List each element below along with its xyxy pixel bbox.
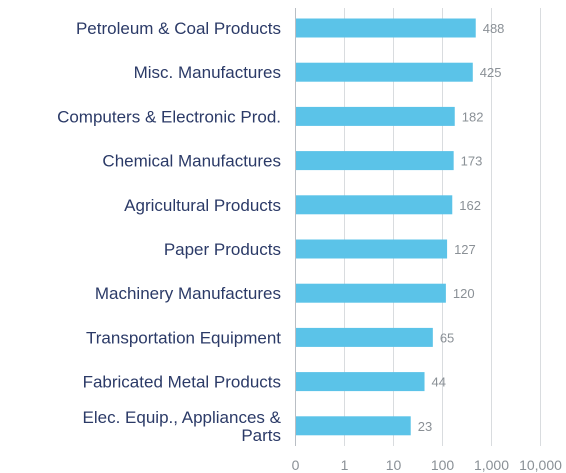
category-label-6: Machinery Manufactures: [95, 284, 281, 303]
x-tick-label-0: 0: [292, 457, 300, 473]
label-layer: 488 Petroleum & Coal Products 425 Misc. Man…: [57, 19, 504, 445]
value-label-5: 127: [454, 242, 476, 257]
category-label-0: Petroleum & Coal Products: [76, 19, 281, 38]
value-label-3: 173: [461, 154, 483, 169]
x-tick-label-1: 1: [341, 457, 349, 473]
category-label-1: Misc. Manufactures: [134, 63, 281, 82]
category-label-5: Paper Products: [164, 240, 281, 259]
bar-7: [296, 327, 433, 347]
category-label-7: Transportation Equipment: [86, 328, 281, 347]
bar-5: [296, 239, 448, 259]
value-label-4: 162: [459, 198, 481, 213]
bar-1: [296, 62, 473, 82]
category-label-9: Elec. Equip., Appliances & Parts: [83, 408, 282, 445]
value-label-9: 23: [418, 419, 432, 434]
bar-layer: [296, 18, 476, 436]
bar-9: [296, 416, 411, 436]
x-tick-label-2: 10: [386, 457, 402, 473]
x-tick-label-5: 10,000: [519, 457, 562, 473]
tick-layer: 0 1 10 100 1,000 10,000: [292, 457, 563, 473]
value-label-1: 425: [480, 65, 502, 80]
category-label-4: Agricultural Products: [124, 196, 281, 215]
category-label-3: Chemical Manufactures: [102, 152, 281, 171]
bar-4: [296, 195, 453, 215]
value-label-0: 488: [483, 21, 505, 36]
category-label-8: Fabricated Metal Products: [83, 373, 281, 392]
category-label-2: Computers & Electronic Prod.: [57, 107, 281, 126]
value-label-7: 65: [440, 330, 454, 345]
value-label-8: 44: [432, 375, 446, 390]
bar-2: [296, 106, 455, 126]
bar-3: [296, 151, 454, 171]
x-tick-label-4: 1,000: [474, 457, 509, 473]
bar-6: [296, 283, 446, 303]
x-tick-label-3: 100: [431, 457, 455, 473]
bar-0: [296, 18, 476, 38]
value-label-6: 120: [453, 286, 475, 301]
value-label-2: 182: [462, 109, 484, 124]
bar-8: [296, 372, 425, 392]
